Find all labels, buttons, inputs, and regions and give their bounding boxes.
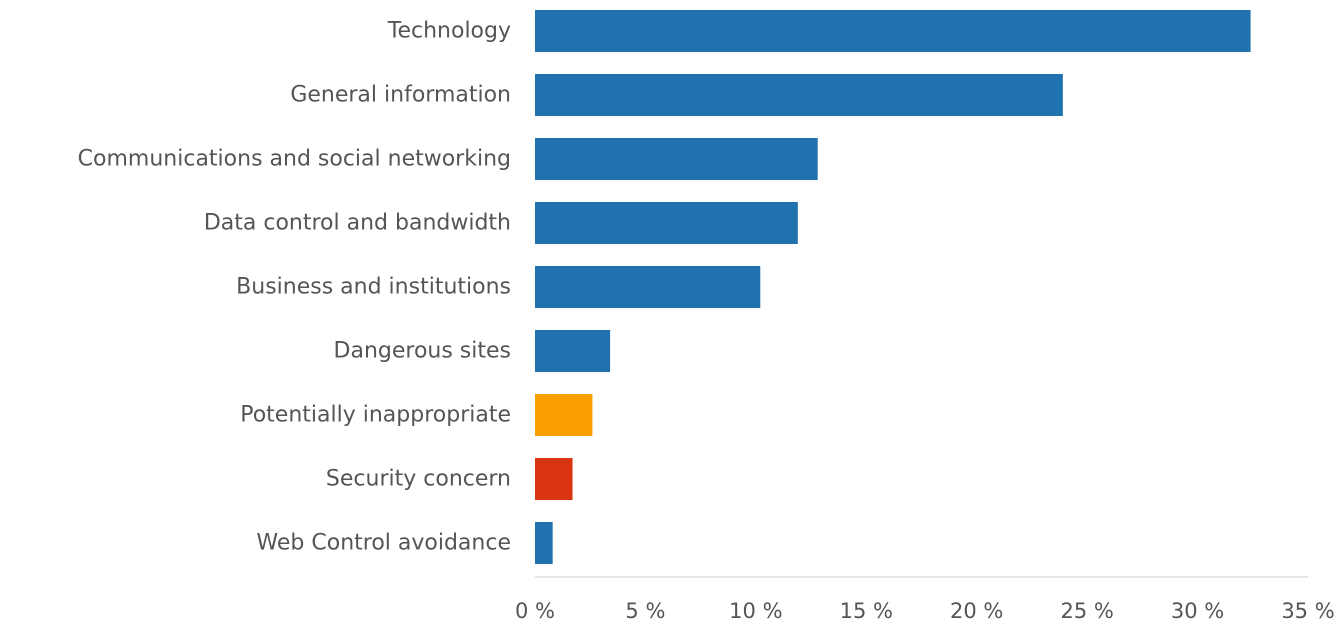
bar-2	[535, 138, 818, 180]
x-tick-label: 10 %	[729, 599, 782, 623]
x-tick-label: 5 %	[625, 599, 665, 623]
category-label: Web Control avoidance	[256, 531, 511, 556]
category-labels: Technology General information Communicati…	[78, 19, 511, 556]
bar-8	[535, 522, 553, 564]
x-tick-label: 20 %	[950, 599, 1003, 623]
x-tick-label: 30 %	[1171, 599, 1224, 623]
category-label: Dangerous sites	[334, 339, 511, 364]
bar-4	[535, 266, 761, 308]
category-label: Communications and social networking	[78, 147, 511, 172]
bar-0	[535, 10, 1251, 52]
category-label: Security concern	[326, 467, 511, 492]
category-label: Technology	[387, 19, 511, 44]
x-tick-label: 0 %	[515, 599, 555, 623]
bar-6	[535, 394, 593, 436]
bar-1	[535, 74, 1063, 116]
x-tick-label: 35 %	[1281, 599, 1334, 623]
x-tick-labels: 0 % 5 % 10 % 15 % 20 % 25 % 30 % 35 %	[515, 599, 1335, 623]
category-label: Business and institutions	[236, 275, 511, 300]
bar-5	[535, 330, 611, 372]
bars-layer	[535, 10, 1251, 564]
bar-3	[535, 202, 798, 244]
bar-7	[535, 458, 573, 500]
category-label: Potentially inappropriate	[240, 403, 511, 428]
x-tick-label: 15 %	[840, 599, 893, 623]
x-tick-label: 25 %	[1060, 599, 1113, 623]
category-label: General information	[290, 83, 511, 108]
category-label: Data control and bandwidth	[204, 211, 511, 236]
